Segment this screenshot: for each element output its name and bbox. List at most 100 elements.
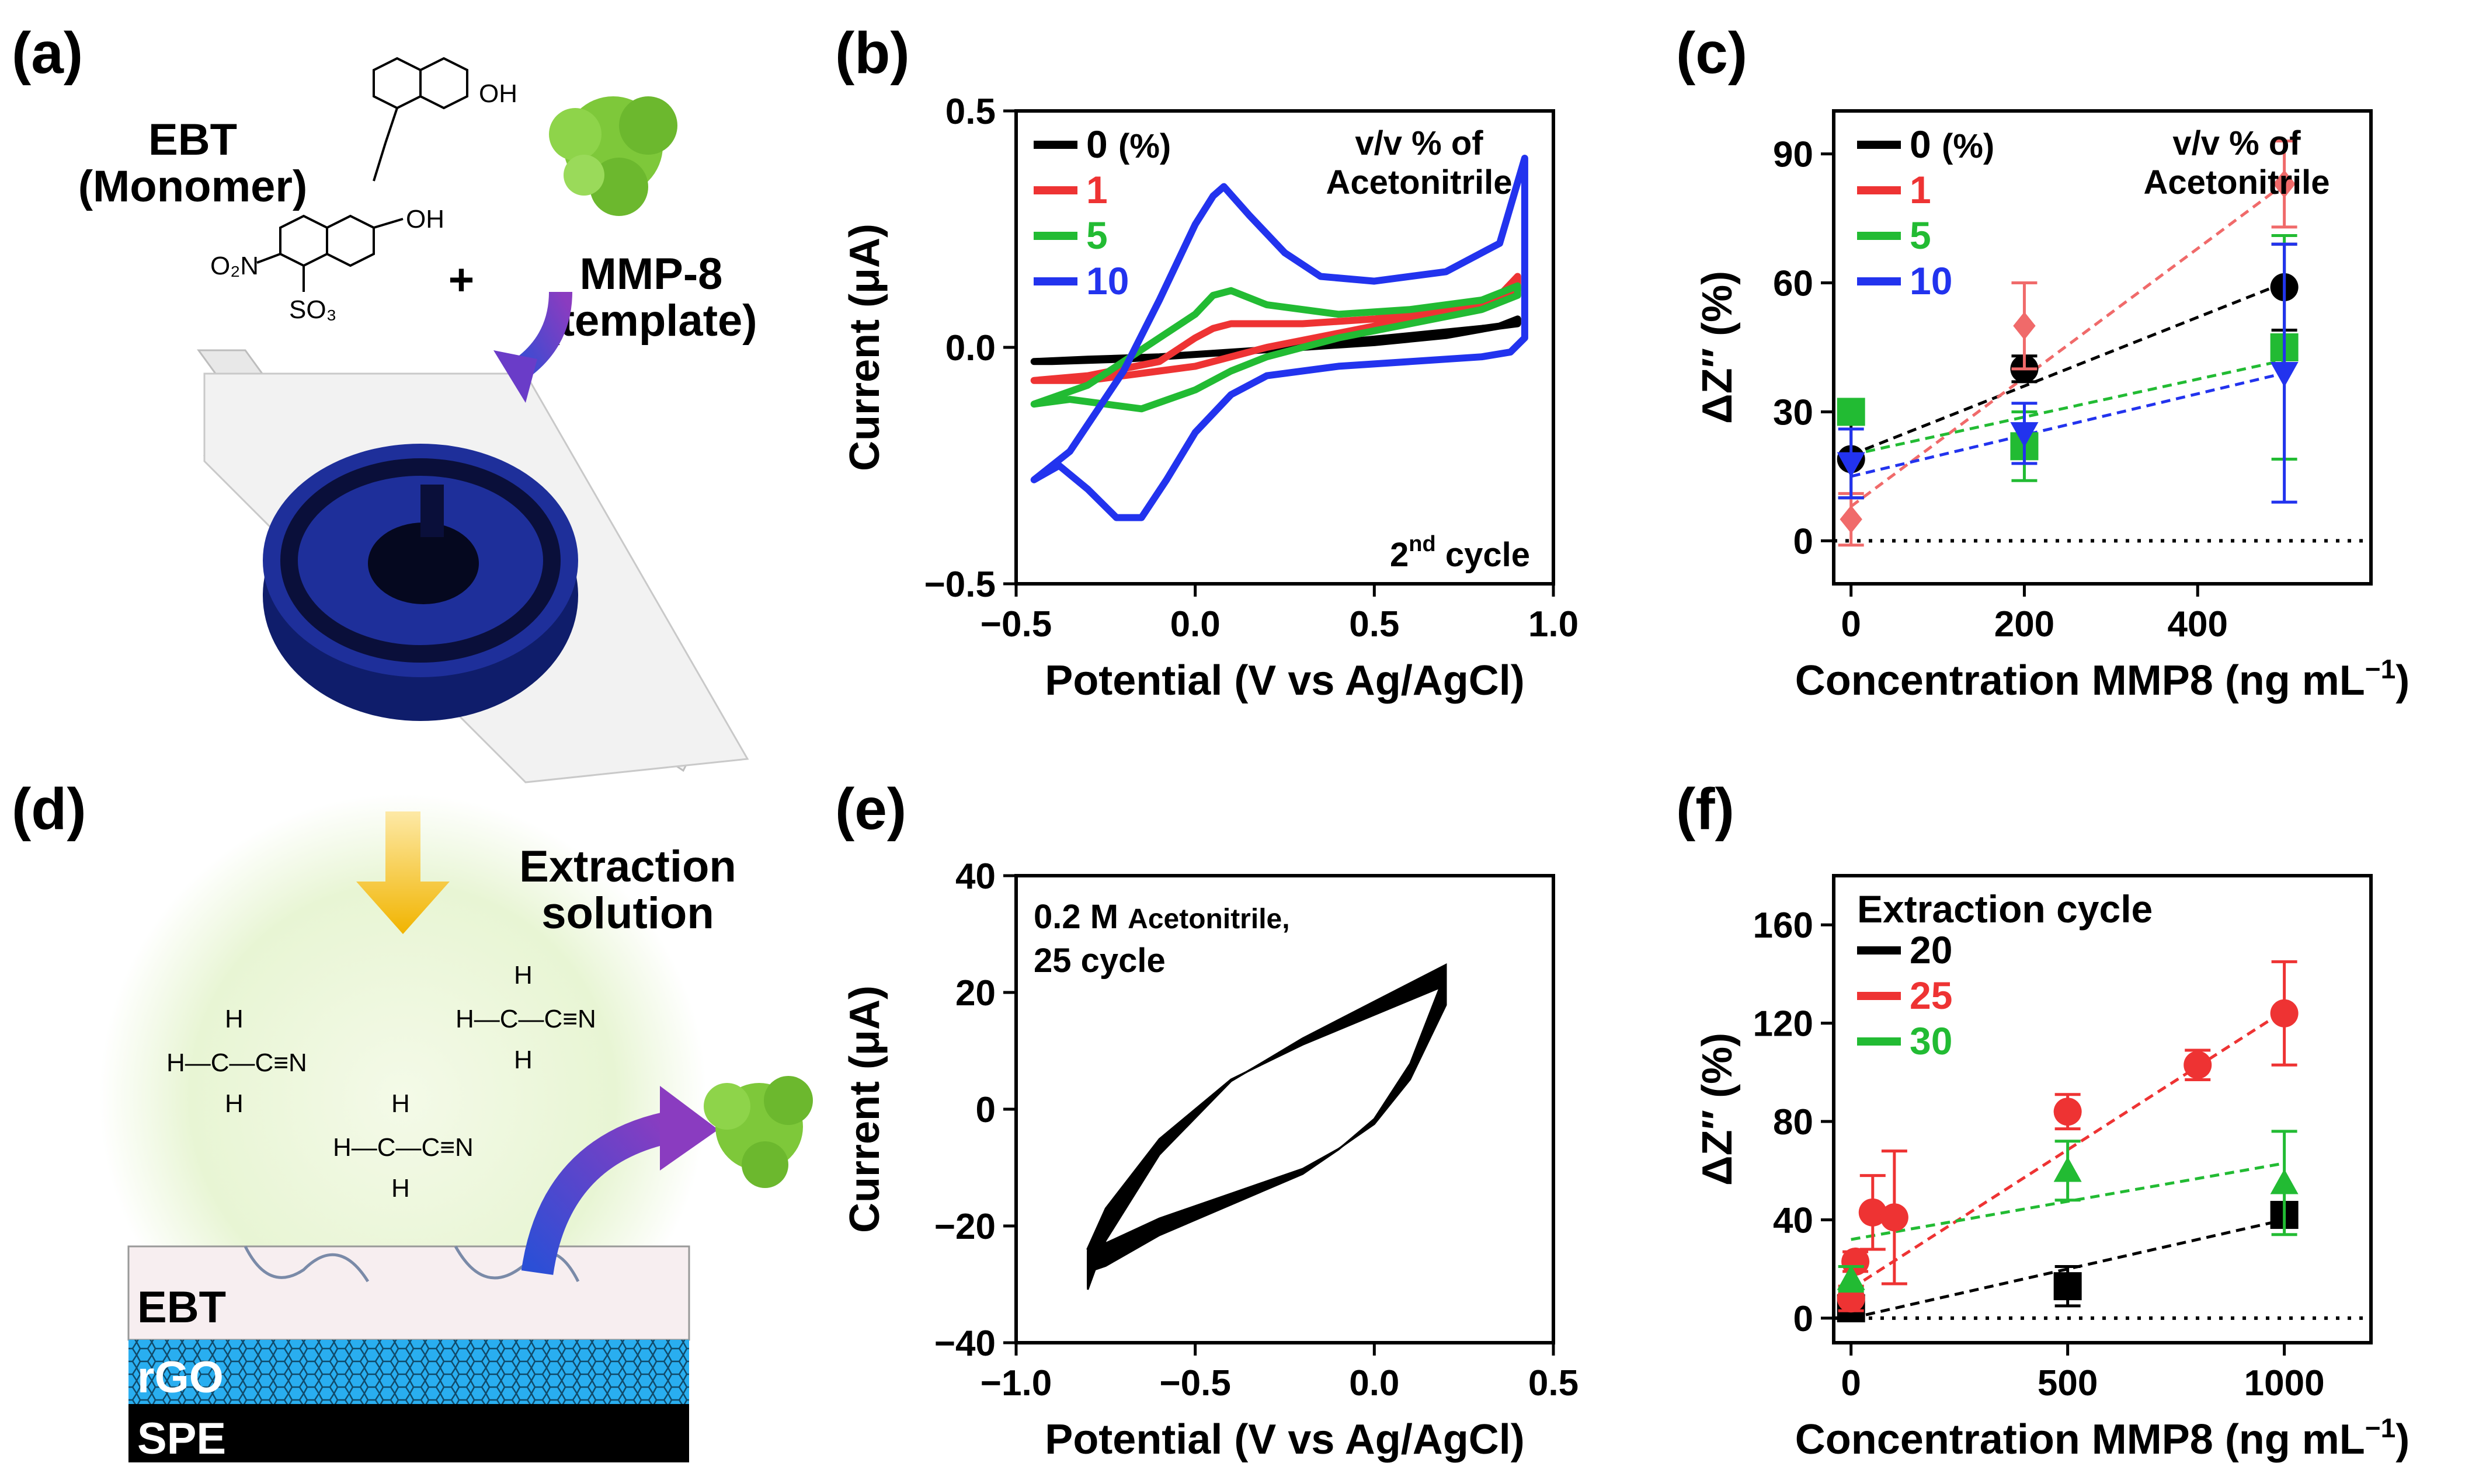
x-axis-label: Potential (V vs Ag/AgCl) bbox=[1045, 1416, 1524, 1463]
condition-annotation-2: 25 cycle bbox=[1034, 942, 1166, 980]
fit-line-10 bbox=[1851, 371, 2285, 478]
legend-entry-0: 0 bbox=[1910, 123, 1931, 166]
y-axis-label: ΔZ″ (%) bbox=[1694, 271, 1741, 424]
cv-cycle-8-line bbox=[1087, 977, 1447, 1261]
rgo-lattice bbox=[128, 1340, 689, 1404]
x-tick-label: 0.5 bbox=[1528, 1363, 1579, 1403]
svg-text:H: H bbox=[225, 1089, 244, 1118]
released-mmp8-icon bbox=[704, 1076, 813, 1188]
y-tick-label: 90 bbox=[1773, 135, 1813, 175]
y-tick-label: 0.5 bbox=[945, 92, 996, 132]
panel-b-label: (b) bbox=[835, 20, 910, 86]
x-tick-label: −0.5 bbox=[1159, 1363, 1230, 1403]
x-axis-label: Potential (V vs Ag/AgCl) bbox=[1045, 657, 1524, 704]
y-axis-label: Current (μA) bbox=[842, 224, 888, 471]
panel-d-schematic: (d) Extraction solution H—C—C≡N H H H—C—… bbox=[12, 776, 813, 1464]
cv-cycle-5-line bbox=[1087, 980, 1447, 1256]
panel-a-label: (a) bbox=[12, 20, 83, 86]
x-tick-label: −0.5 bbox=[981, 604, 1052, 645]
cv-cycle-6-line bbox=[1087, 979, 1447, 1257]
acetonitrile-molecule-2: H—C—C≡N H H bbox=[456, 961, 596, 1074]
y-tick-label: 30 bbox=[1773, 392, 1813, 433]
chart-e: (e) −1.0 −0.5 0.0 0.5 −40 −20 0 20 40 Potential (V… bbox=[835, 776, 1579, 1463]
oh-label-1: OH bbox=[479, 79, 517, 108]
release-arrow bbox=[521, 1111, 675, 1276]
x-tick-label: −1.0 bbox=[981, 1363, 1052, 1403]
legend-entry-0: 0 bbox=[1086, 123, 1108, 166]
svg-text:H—C—C≡N: H—C—C≡N bbox=[456, 1005, 596, 1033]
template-role: (template) bbox=[545, 296, 757, 346]
ebt-molecule bbox=[256, 57, 468, 292]
fit-line-5 bbox=[1851, 358, 2285, 457]
x-tick-label: 1.0 bbox=[1528, 604, 1579, 645]
svg-text:H: H bbox=[225, 1005, 244, 1033]
legend-unit: (%) bbox=[1942, 127, 1994, 165]
fit-line-20 bbox=[1851, 1218, 2285, 1320]
x-tick-label: 0 bbox=[1841, 1363, 1861, 1403]
svg-text:H—C—C≡N: H—C—C≡N bbox=[166, 1048, 307, 1077]
data-point-20 bbox=[2053, 1272, 2082, 1301]
legend-entry-20: 20 bbox=[1910, 928, 1952, 971]
legend-entry-10: 10 bbox=[1086, 259, 1129, 302]
panel-d-label: (d) bbox=[12, 776, 86, 842]
y-tick-label: 40 bbox=[1773, 1200, 1813, 1241]
panel-f-label: (f) bbox=[1676, 776, 1734, 842]
cv-cycle-25-line bbox=[1087, 963, 1447, 1290]
data-point-1 bbox=[2013, 312, 2036, 340]
counter-electrode-ring bbox=[280, 458, 561, 663]
data-point-30 bbox=[1837, 1264, 1865, 1290]
legend-title: Extraction cycle bbox=[1857, 887, 2153, 931]
data-point-30 bbox=[2270, 1169, 2299, 1194]
legend-entry-10: 10 bbox=[1910, 259, 1952, 302]
legend-title-2: Acetonitrile bbox=[1326, 163, 1512, 201]
mmp8-protein-icon bbox=[549, 96, 677, 216]
svg-text:H: H bbox=[391, 1174, 410, 1203]
legend-entry-25: 25 bbox=[1910, 974, 1952, 1017]
data-point-1 bbox=[1840, 505, 1862, 534]
svg-text:H: H bbox=[514, 961, 533, 990]
cv-cycle-12-line bbox=[1087, 974, 1447, 1268]
legend-entry-30: 30 bbox=[1910, 1019, 1952, 1063]
legend-unit: (%) bbox=[1118, 127, 1171, 165]
x-tick-label: 1000 bbox=[2244, 1363, 2325, 1403]
y-axis-label: Current (μA) bbox=[842, 985, 888, 1233]
monomer-role: (Monomer) bbox=[78, 162, 308, 211]
spe-layer-label: SPE bbox=[137, 1414, 226, 1464]
x-axis-label: Concentration MMP8 (ng mL−1) bbox=[1795, 654, 2410, 704]
data-point-25 bbox=[2184, 1051, 2212, 1079]
data-point-1 bbox=[2273, 170, 2296, 198]
svg-text:H: H bbox=[514, 1046, 533, 1074]
legend-title-1: v/v % of bbox=[2172, 124, 2301, 162]
panel-c-label: (c) bbox=[1676, 20, 1747, 86]
y-tick-label: 60 bbox=[1773, 264, 1813, 304]
x-axis-label: Concentration MMP8 (ng mL−1) bbox=[1795, 1413, 2410, 1463]
release-arrow-head bbox=[660, 1086, 718, 1171]
y-tick-label: 20 bbox=[955, 973, 996, 1013]
y-tick-label: −20 bbox=[934, 1207, 996, 1247]
x-tick-label: 500 bbox=[2038, 1363, 2098, 1403]
x-tick-label: 200 bbox=[1994, 604, 2054, 645]
cv-cycle-3-line bbox=[1087, 982, 1447, 1252]
data-point-25 bbox=[1858, 1198, 1887, 1227]
fit-line-25 bbox=[1850, 1009, 2285, 1290]
monomer-name: EBT bbox=[148, 115, 237, 165]
legend-entry-1: 1 bbox=[1086, 168, 1108, 211]
cv-cycle-9-line bbox=[1087, 977, 1447, 1263]
legend-entry-5: 5 bbox=[1910, 214, 1931, 257]
oh-label-2: OH bbox=[406, 205, 444, 234]
cv-cycle-11-line bbox=[1087, 975, 1447, 1266]
x-tick-label: 0 bbox=[1841, 604, 1861, 645]
electrode-lead bbox=[420, 485, 444, 537]
legend-title-1: v/v % of bbox=[1355, 124, 1483, 162]
condition-annotation-1: 0.2 M Acetonitrile, bbox=[1034, 898, 1290, 936]
ebt-layer bbox=[127, 1245, 690, 1341]
extraction-title-1: Extraction bbox=[519, 842, 736, 891]
cv-series-0-line bbox=[1030, 315, 1521, 365]
insertion-arrow-head bbox=[493, 350, 537, 403]
working-electrode-disk bbox=[368, 522, 479, 604]
extraction-arrow bbox=[356, 811, 450, 934]
data-point-5 bbox=[1837, 398, 1865, 426]
spe-layer bbox=[128, 1404, 689, 1462]
y-tick-label: 0 bbox=[1793, 521, 1813, 562]
